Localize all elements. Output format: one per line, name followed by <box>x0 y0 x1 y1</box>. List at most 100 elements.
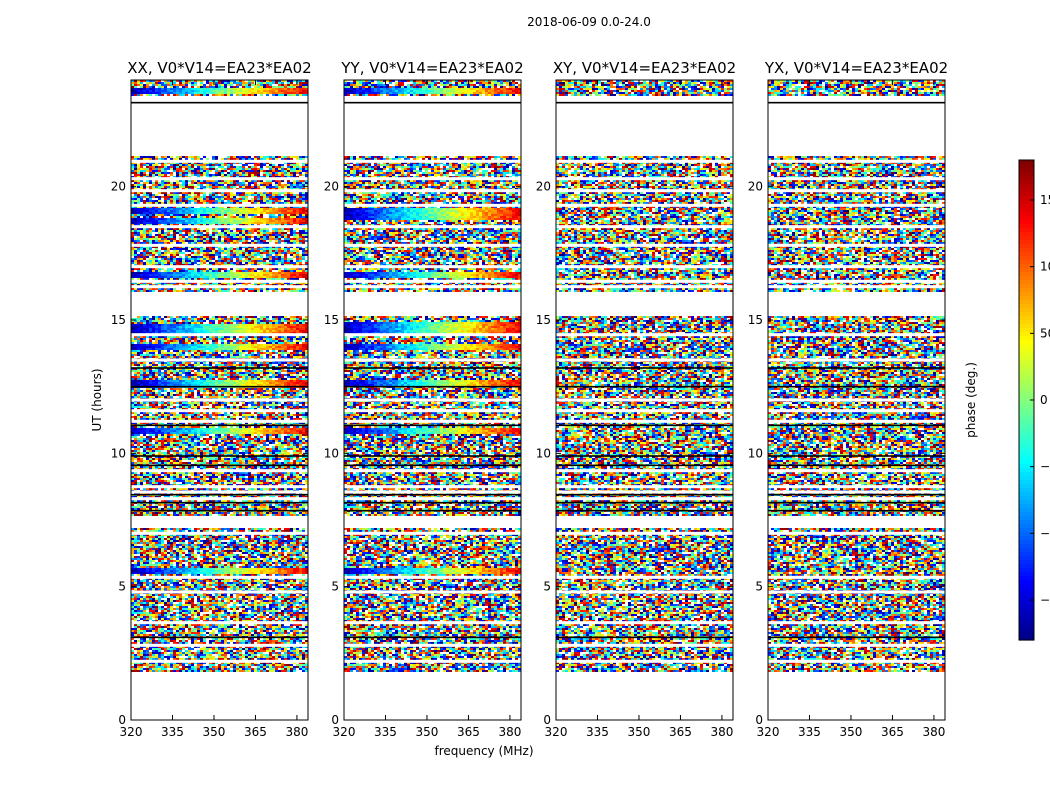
heatmap-cell <box>206 196 209 198</box>
heatmap-cell <box>236 270 239 272</box>
heatmap-cell <box>203 316 206 318</box>
heatmap-cell <box>290 214 293 216</box>
heatmap-cell <box>200 346 203 348</box>
heatmap-cell <box>140 258 143 260</box>
heatmap-cell <box>146 238 149 240</box>
heatmap-cell <box>230 324 233 326</box>
heatmap-cell <box>149 268 152 270</box>
heatmap-cell <box>293 268 296 270</box>
heatmap-cell <box>155 238 158 240</box>
heatmap-cell <box>263 176 266 178</box>
heatmap-cell <box>224 264 227 266</box>
heatmap-cell <box>269 260 272 262</box>
heatmap-cell <box>191 274 194 276</box>
heatmap-cell <box>206 336 209 338</box>
heatmap-cell <box>275 256 278 258</box>
heatmap-cell <box>197 188 200 190</box>
heatmap-cell <box>209 174 212 176</box>
heatmap-cell <box>146 256 149 258</box>
heatmap-cell <box>287 86 290 88</box>
heatmap-cell <box>239 320 242 322</box>
heatmap-cell <box>197 200 200 202</box>
heatmap-cell <box>281 212 284 214</box>
heatmap-cell <box>248 346 251 348</box>
heatmap-cell <box>293 342 296 344</box>
heatmap-cell <box>158 196 161 198</box>
heatmap-cell <box>218 320 221 322</box>
heatmap-cell <box>293 270 296 272</box>
heatmap-cell <box>134 326 137 328</box>
heatmap-cell <box>269 84 272 86</box>
heatmap-cell <box>299 218 302 220</box>
heatmap-cell <box>134 224 137 226</box>
heatmap-cell <box>293 348 296 350</box>
heatmap-cell <box>170 330 173 332</box>
heatmap-cell <box>224 270 227 272</box>
heatmap-cell <box>134 168 137 170</box>
heatmap-cell <box>152 330 155 332</box>
heatmap-cell <box>134 198 137 200</box>
heatmap-cell <box>209 252 212 254</box>
heatmap-cell <box>278 238 281 240</box>
heatmap-cell <box>185 200 188 202</box>
heatmap-cell <box>263 270 266 272</box>
heatmap-cell <box>242 338 245 340</box>
heatmap-cell <box>278 200 281 202</box>
heatmap-cell <box>140 188 143 190</box>
heatmap-cell <box>227 230 230 232</box>
heatmap-cell <box>152 342 155 344</box>
heatmap-cell <box>194 332 197 334</box>
heatmap-cell <box>296 340 299 342</box>
heatmap-cell <box>194 252 197 254</box>
heatmap-cell <box>191 212 194 214</box>
heatmap-cell <box>212 258 215 260</box>
heatmap-cell <box>176 212 179 214</box>
heatmap-cell <box>215 276 218 278</box>
heatmap-cell <box>242 260 245 262</box>
heatmap-cell <box>245 340 248 342</box>
heatmap-cell <box>278 86 281 88</box>
heatmap-cell <box>179 230 182 232</box>
heatmap-cell <box>224 240 227 242</box>
heatmap-cell <box>191 158 194 160</box>
heatmap-cell <box>251 346 254 348</box>
heatmap-cell <box>164 182 167 184</box>
heatmap-cell <box>302 80 305 82</box>
heatmap-cell <box>230 270 233 272</box>
heatmap-cell <box>263 246 266 248</box>
heatmap-cell <box>161 164 164 166</box>
heatmap-cell <box>194 84 197 86</box>
heatmap-cell <box>194 348 197 350</box>
heatmap-cell <box>254 158 257 160</box>
heatmap-cell <box>158 288 161 290</box>
heatmap-cell <box>272 176 275 178</box>
heatmap-cell <box>173 92 176 94</box>
heatmap-cell <box>281 324 284 326</box>
heatmap-cell <box>161 242 164 244</box>
heatmap-cell <box>140 158 143 160</box>
heatmap-cell <box>254 162 257 164</box>
heatmap-cell <box>215 182 218 184</box>
heatmap-cell <box>248 224 251 226</box>
heatmap-cell <box>305 200 308 202</box>
heatmap-cell <box>263 272 266 274</box>
heatmap-cell <box>281 198 284 200</box>
heatmap-cell <box>188 218 191 220</box>
heatmap-cell <box>263 206 266 208</box>
heatmap-cell <box>188 222 191 224</box>
heatmap-cell <box>173 162 176 164</box>
heatmap-cell <box>152 164 155 166</box>
heatmap-cell <box>302 250 305 252</box>
heatmap-cell <box>200 230 203 232</box>
heatmap-cell <box>272 342 275 344</box>
heatmap-cell <box>278 214 281 216</box>
heatmap-cell <box>167 220 170 222</box>
heatmap-cell <box>218 290 221 292</box>
heatmap-cell <box>272 222 275 224</box>
heatmap-cell <box>302 242 305 244</box>
heatmap-cell <box>278 228 281 230</box>
heatmap-cell <box>269 174 272 176</box>
heatmap-cell <box>296 236 299 238</box>
heatmap-cell <box>230 278 233 280</box>
heatmap-cell <box>152 256 155 258</box>
